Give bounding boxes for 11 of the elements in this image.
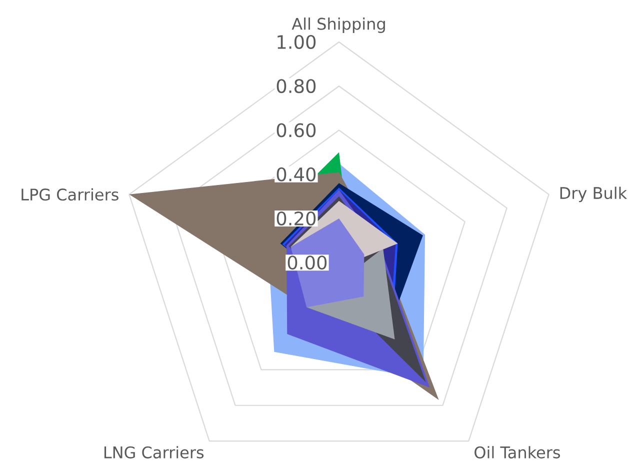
spoke-label: Oil Tankers bbox=[474, 446, 560, 458]
y-tick-label: 0.40 bbox=[276, 167, 316, 182]
y-tick-label: 0.20 bbox=[276, 211, 316, 226]
spoke-label: LPG Carriers bbox=[22, 188, 118, 201]
y-tick-label: 0.00 bbox=[288, 256, 327, 270]
y-tick-label: 0.80 bbox=[276, 79, 316, 94]
y-tick-label: 1.00 bbox=[278, 34, 316, 49]
spoke-label: Dry Bulk bbox=[560, 186, 628, 202]
spoke-label: All Shipping bbox=[292, 18, 385, 33]
spoke-label: LNG Carriers bbox=[104, 446, 204, 458]
y-tick-label: 0.60 bbox=[276, 123, 316, 138]
